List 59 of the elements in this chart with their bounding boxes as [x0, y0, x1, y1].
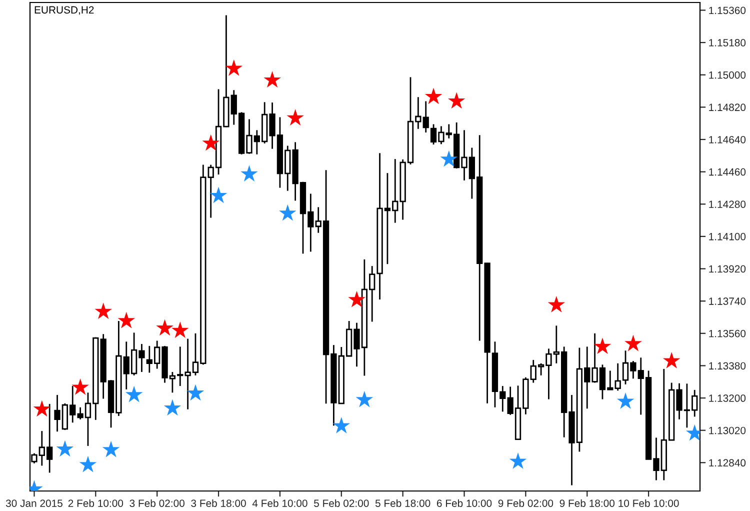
point: [202, 134, 220, 151]
point: [348, 290, 366, 308]
y-tick-label: 1.13200: [709, 394, 746, 402]
x-tick-label: 9 Feb 18:00: [560, 499, 615, 507]
point: [279, 204, 296, 221]
y-tick-label: 1.13560: [709, 330, 746, 338]
y-tick-label: 1.15000: [709, 71, 746, 79]
point: [94, 302, 112, 319]
y-tick-label: 1.12840: [709, 459, 746, 467]
point: [624, 334, 642, 352]
y-tick-label: 1.15180: [709, 39, 746, 46]
x-tick-label: 5 Feb 02:00: [314, 499, 369, 507]
point: [264, 71, 281, 88]
point: [102, 440, 120, 458]
candlestick: [614, 362, 621, 392]
point: [424, 88, 442, 104]
y-tick-label: 1.13740: [709, 298, 746, 305]
point: [662, 352, 680, 368]
point: [156, 319, 174, 336]
point: [594, 338, 612, 354]
y-tick-label: 1.15360: [709, 6, 746, 14]
y-tick-label: 1.14640: [709, 136, 746, 144]
point: [186, 384, 204, 401]
point: [448, 92, 466, 109]
point: [509, 452, 527, 469]
point: [286, 109, 304, 126]
point: [440, 150, 458, 167]
y-tick-label: 1.14280: [709, 200, 746, 208]
y-tick-label: 1.14460: [709, 168, 746, 176]
point: [172, 322, 189, 338]
point: [548, 296, 566, 312]
point: [356, 390, 374, 408]
x-tick-label: 3 Feb 02:00: [130, 499, 184, 507]
x-tick-label: 10 Feb 10:00: [618, 499, 679, 507]
x-tick-label: 2 Feb 10:00: [68, 499, 124, 507]
y-tick-label: 1.13920: [709, 265, 746, 273]
point: [79, 456, 97, 472]
point: [125, 386, 143, 402]
y-tick-label: 1.14820: [709, 104, 746, 112]
point: [616, 392, 634, 409]
y-tick-label: 1.14100: [709, 232, 746, 240]
x-tick-label: 6 Feb 10:00: [436, 499, 492, 507]
point: [118, 312, 135, 328]
x-tick-label: 4 Feb 10:00: [252, 499, 308, 507]
point: [33, 400, 51, 417]
point: [225, 60, 242, 76]
y-tick-label: 1.13380: [709, 362, 746, 370]
x-tick-label: 3 Feb 18:00: [191, 499, 246, 507]
point: [72, 378, 89, 395]
point: [164, 399, 182, 416]
point: [210, 186, 228, 204]
point: [56, 440, 74, 457]
point: [240, 165, 258, 182]
chart-title: EURUSD,H2: [34, 6, 94, 15]
x-tick-label: 5 Feb 18:00: [375, 499, 430, 507]
x-tick-label: 9 Feb 02:00: [498, 499, 554, 507]
point: [332, 416, 350, 434]
x-tick-label: 30 Jan 2015: [6, 500, 62, 507]
y-tick-label: 1.13020: [709, 426, 746, 434]
